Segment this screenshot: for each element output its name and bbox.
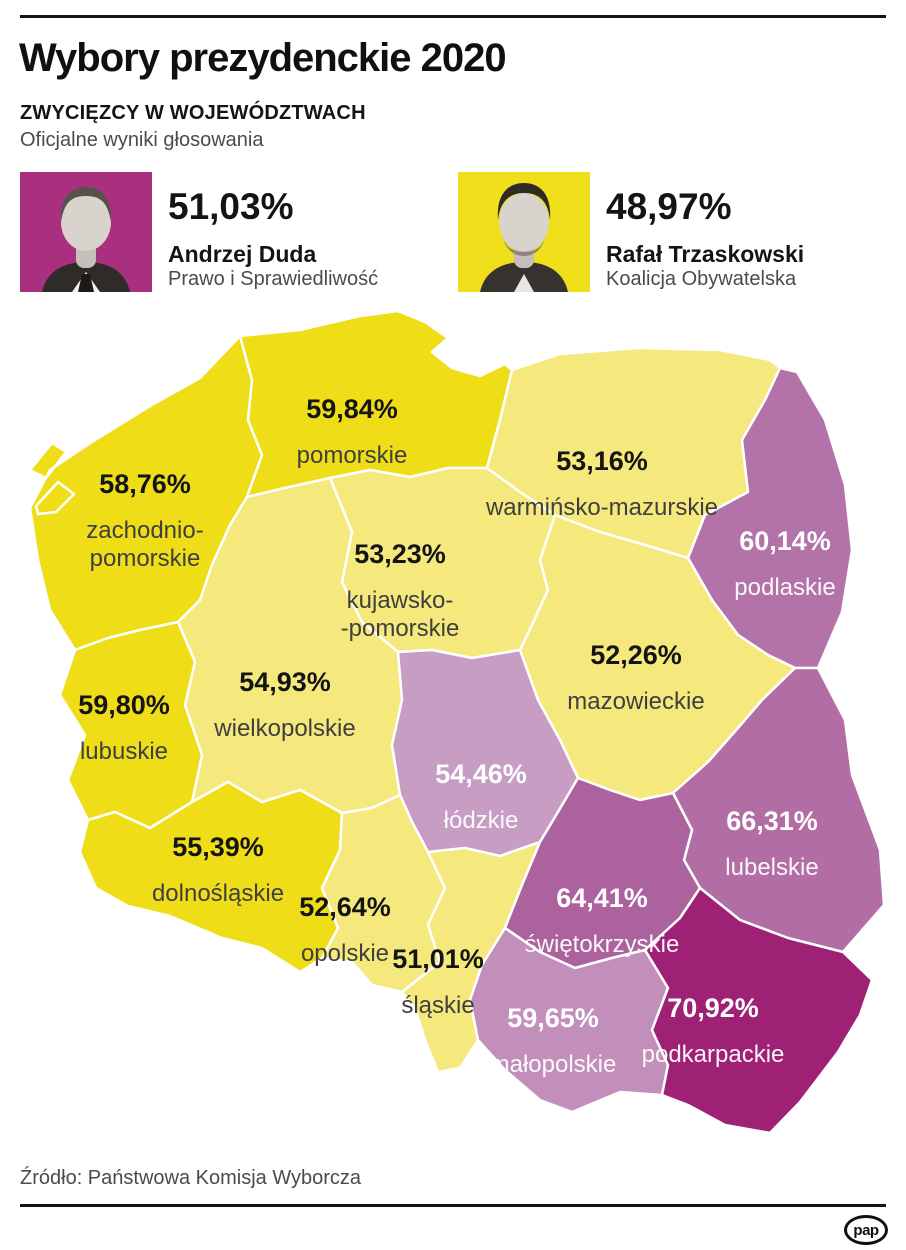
region-name: opolskie bbox=[300, 940, 390, 967]
candidate-photo-duda bbox=[20, 172, 152, 292]
region-name: warmińsko-mazurskie bbox=[485, 494, 719, 521]
region-name: łódzkie bbox=[443, 807, 519, 834]
region-label-pomorskie: 59,84% pomorskie bbox=[297, 377, 408, 488]
region-value: 53,23% bbox=[354, 539, 446, 569]
region-value: 64,41% bbox=[556, 883, 648, 913]
region-value: 70,92% bbox=[667, 993, 759, 1023]
candidate-photo-trzaskowski bbox=[458, 172, 590, 292]
region-name: wielkopolskie bbox=[214, 715, 356, 742]
region-label-dolnoslaskie: 55,39% dolnośląskie bbox=[152, 815, 284, 926]
page-subtitle: ZWYCIĘZCY W WOJEWÓDZTWACH bbox=[20, 102, 366, 124]
region-name: pomorskie bbox=[296, 442, 408, 469]
region-label-lubelskie: 66,31% lubelskie bbox=[725, 789, 818, 900]
region-name: świętokrzyskie bbox=[524, 931, 680, 958]
region-label-wielkopolskie: 54,93% wielkopolskie bbox=[214, 650, 355, 761]
region-value: 59,80% bbox=[78, 690, 170, 720]
region-name: zachodnio- pomorskie bbox=[86, 517, 204, 572]
region-name: podlaskie bbox=[734, 574, 836, 601]
result-trzaskowski: 48,97% bbox=[606, 186, 732, 227]
region-label-zachodniopomorskie: 58,76% zachodnio- pomorskie bbox=[86, 452, 203, 591]
region-value: 54,46% bbox=[435, 759, 527, 789]
source-credit: Źródło: Państwowa Komisja Wyborcza bbox=[20, 1167, 362, 1189]
region-value: 53,16% bbox=[556, 446, 648, 476]
region-label-opolskie: 52,64% opolskie bbox=[299, 875, 391, 986]
region-label-swietokrzyskie: 64,41% świętokrzyskie bbox=[525, 866, 680, 977]
region-value: 66,31% bbox=[726, 806, 818, 836]
region-label-mazowieckie: 52,26% mazowieckie bbox=[567, 623, 704, 734]
region-label-lubuskie: 59,80% lubuskie bbox=[78, 673, 170, 784]
region-name: małopolskie bbox=[489, 1051, 617, 1078]
region-shape-slaskie bbox=[400, 840, 542, 1074]
candidate-name-duda: Andrzej Duda bbox=[168, 241, 317, 267]
region-name: kujawsko- -pomorskie bbox=[340, 587, 460, 642]
region-value: 52,64% bbox=[299, 892, 391, 922]
region-value: 55,39% bbox=[172, 832, 264, 862]
candidate-party-trzaskowski: Koalicja Obywatelska bbox=[606, 268, 797, 290]
region-label-lodzkie: 54,46% łódzkie bbox=[435, 742, 527, 853]
region-value: 52,26% bbox=[590, 640, 682, 670]
page-title: Wybory prezydenckie 2020 bbox=[19, 36, 507, 80]
region-value: 59,84% bbox=[306, 394, 398, 424]
region-name: podkarpackie bbox=[641, 1041, 785, 1068]
portrait-trzaskowski-icon bbox=[480, 183, 568, 292]
region-label-podkarpackie: 70,92% podkarpackie bbox=[642, 976, 785, 1087]
result-duda: 51,03% bbox=[168, 186, 294, 227]
region-name: lubelskie bbox=[725, 854, 819, 881]
region-name: dolnośląskie bbox=[151, 880, 285, 907]
pap-logo: pap bbox=[844, 1215, 888, 1245]
region-shape-podkarpackie bbox=[643, 886, 874, 1135]
candidate-name-trzaskowski: Rafał Trzaskowski bbox=[606, 241, 805, 267]
region-value: 58,76% bbox=[99, 469, 191, 499]
region-name: lubuskie bbox=[79, 738, 169, 765]
region-name: mazowieckie bbox=[567, 688, 705, 715]
region-label-slaskie: 51,01% śląskie bbox=[392, 927, 484, 1038]
candidate-party-duda: Prawo i Sprawiedliwość bbox=[168, 268, 379, 290]
top-rule bbox=[20, 15, 886, 18]
region-value: 60,14% bbox=[739, 526, 831, 556]
page-lead: Oficjalne wyniki głosowania bbox=[20, 129, 264, 151]
region-label-podlaskie: 60,14% podlaskie bbox=[734, 509, 835, 620]
region-value: 54,93% bbox=[239, 667, 331, 697]
region-value: 51,01% bbox=[392, 944, 484, 974]
region-value: 59,65% bbox=[507, 1003, 599, 1033]
region-label-warminsko-mazurskie: 53,16% warmińsko-mazurskie bbox=[486, 429, 718, 540]
region-shape-dolnoslaskie bbox=[78, 780, 344, 974]
portrait-duda-icon bbox=[42, 187, 130, 292]
bottom-rule bbox=[20, 1204, 886, 1207]
region-label-kujawsko-pomorskie: 53,23% kujawsko- -pomorskie bbox=[341, 522, 460, 661]
region-name: śląskie bbox=[401, 992, 475, 1019]
region-label-malopolskie: 59,65% małopolskie bbox=[490, 986, 617, 1097]
